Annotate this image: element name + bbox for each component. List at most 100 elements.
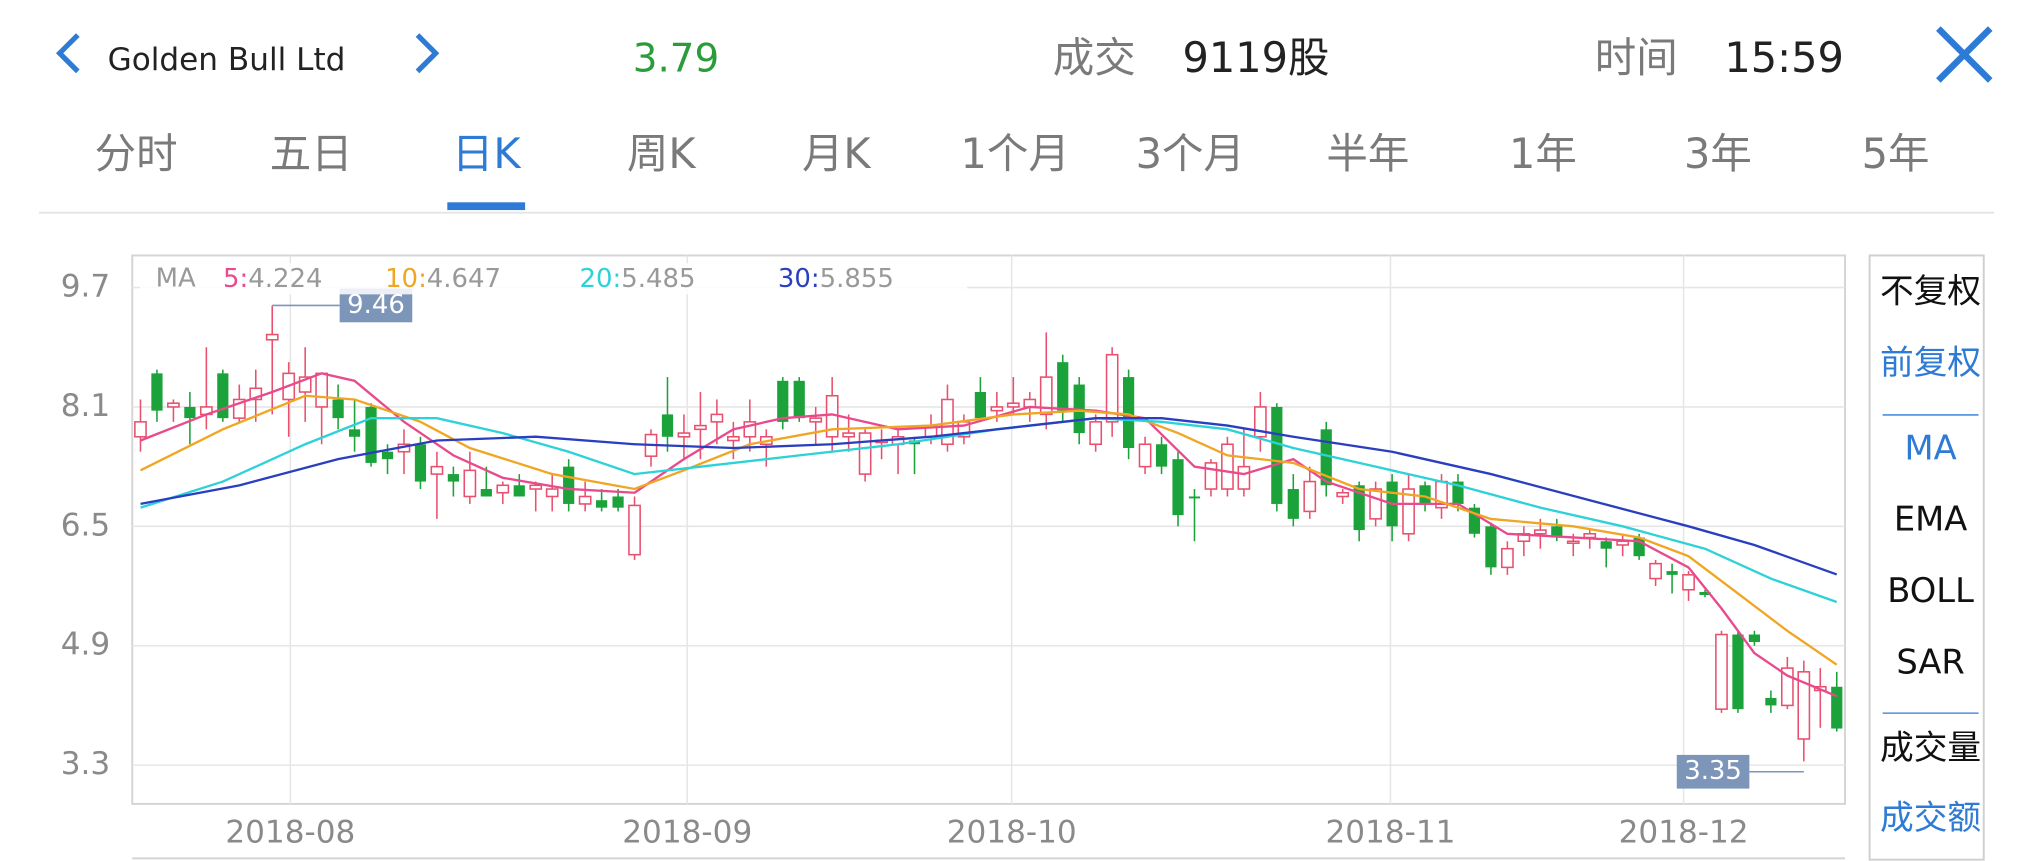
legend-separator: : — [613, 263, 622, 293]
candle-body — [414, 444, 427, 482]
legend-value: 5.485 — [621, 263, 695, 293]
candle-body — [1666, 571, 1678, 575]
volume: 9119股 — [1182, 33, 1329, 82]
candle-body — [694, 424, 707, 431]
menu-item[interactable]: 成交量 — [1880, 728, 1981, 767]
menu-item[interactable]: 成交额 — [1880, 798, 1981, 837]
candle-body — [513, 485, 525, 497]
candle-body — [545, 488, 559, 498]
candle-body — [990, 406, 1004, 412]
candle-body — [1204, 462, 1218, 490]
tab[interactable]: 3年 — [1684, 129, 1752, 178]
candle-body — [1452, 481, 1464, 504]
tab[interactable]: 1年 — [1509, 129, 1577, 178]
candle-body — [529, 484, 543, 490]
tab[interactable]: 1个月 — [961, 129, 1070, 178]
tab[interactable]: 5年 — [1862, 129, 1930, 178]
legend-item: 5:4.224 — [223, 263, 322, 293]
candle-body — [265, 333, 279, 341]
legend-name: 30 — [778, 263, 811, 293]
candle-body — [184, 406, 196, 419]
candle-body — [1303, 480, 1317, 513]
candle-body — [447, 474, 459, 482]
legend-item: 30:5.855 — [778, 263, 894, 293]
close-button[interactable] — [1936, 26, 1993, 83]
candle-body — [1419, 485, 1431, 504]
candle-body — [1616, 540, 1630, 546]
menu-item[interactable]: BOLL — [1887, 571, 1974, 610]
candle-body — [809, 417, 823, 423]
candle-body — [1566, 540, 1580, 544]
menu-item[interactable]: MA — [1905, 428, 1957, 467]
candle-body — [842, 432, 856, 438]
tab-active[interactable]: 日K — [452, 129, 522, 178]
menu-item[interactable]: EMA — [1894, 500, 1967, 539]
candle-body — [249, 387, 263, 401]
candle-body — [1600, 541, 1612, 549]
candle-body — [1271, 406, 1283, 504]
candle-body — [1533, 529, 1547, 535]
candle-body — [298, 376, 312, 393]
candle-body — [1765, 697, 1777, 706]
menu-item[interactable]: SAR — [1896, 642, 1965, 681]
ma-line — [140, 372, 1838, 698]
candle-body — [974, 392, 986, 419]
candle-body — [1287, 489, 1299, 519]
candle-body — [563, 466, 575, 504]
tab[interactable]: 周K — [627, 129, 697, 178]
candle-body — [151, 373, 163, 411]
tab-bar: 分时 五日 日K 周K 月K 1个月 3个月 半年 1年 3年 5年 — [95, 129, 1930, 178]
candle-body — [1172, 459, 1184, 516]
candle-body — [1221, 443, 1234, 490]
stock-name: Golden Bull Ltd — [108, 42, 346, 78]
price: 3.79 — [633, 36, 720, 81]
legend-name: 5 — [223, 263, 240, 293]
time-label: 时间 — [1595, 33, 1678, 82]
max-label: 9.46 — [347, 290, 405, 320]
tab[interactable]: 月K — [802, 129, 872, 178]
candle-body — [858, 432, 872, 475]
tab-underline — [447, 202, 526, 211]
close-stroke — [1936, 26, 1993, 83]
candle-body — [1501, 547, 1514, 569]
candle-body — [1138, 443, 1152, 468]
candle-body — [1633, 537, 1645, 557]
candle-body — [726, 436, 740, 442]
candle-body — [793, 380, 805, 419]
volume-label: 成交 — [1053, 33, 1136, 82]
legend-name: 20 — [580, 263, 613, 293]
menu-frame — [1868, 254, 1985, 861]
candle-body — [1682, 574, 1695, 591]
candle-body — [1105, 353, 1119, 423]
menu-item[interactable]: 前复权 — [1880, 343, 1981, 382]
time: 15:59 — [1724, 33, 1844, 82]
menu-item[interactable]: 不复权 — [1880, 272, 1981, 311]
forward-arrow[interactable] — [415, 33, 440, 74]
candle-body — [1089, 421, 1103, 446]
candle-body — [1402, 488, 1415, 535]
candle-body — [496, 484, 510, 494]
back-arrow[interactable] — [55, 33, 80, 74]
candle-body — [1057, 362, 1069, 411]
candle-body — [743, 421, 757, 438]
candle-body — [661, 414, 674, 437]
tab[interactable]: 五日 — [270, 129, 353, 178]
legend-name: 10 — [385, 263, 418, 293]
candle-body — [315, 372, 329, 408]
candle-body — [1699, 591, 1711, 595]
tab[interactable]: 分时 — [95, 129, 178, 178]
candle-body — [1831, 686, 1843, 729]
candle-body — [430, 465, 444, 475]
legend-bg — [140, 263, 968, 295]
candle-body — [134, 421, 147, 438]
candle-body — [1485, 526, 1497, 568]
tab[interactable]: 3个月 — [1136, 129, 1245, 178]
candle-body — [1320, 429, 1332, 486]
candle-body — [596, 500, 608, 508]
candle-body — [1468, 507, 1481, 534]
legend-value: 4.224 — [248, 263, 322, 293]
candle-body — [1188, 496, 1201, 499]
candle-body — [1583, 533, 1597, 539]
candle-body — [1748, 634, 1761, 642]
tab[interactable]: 半年 — [1326, 129, 1409, 178]
